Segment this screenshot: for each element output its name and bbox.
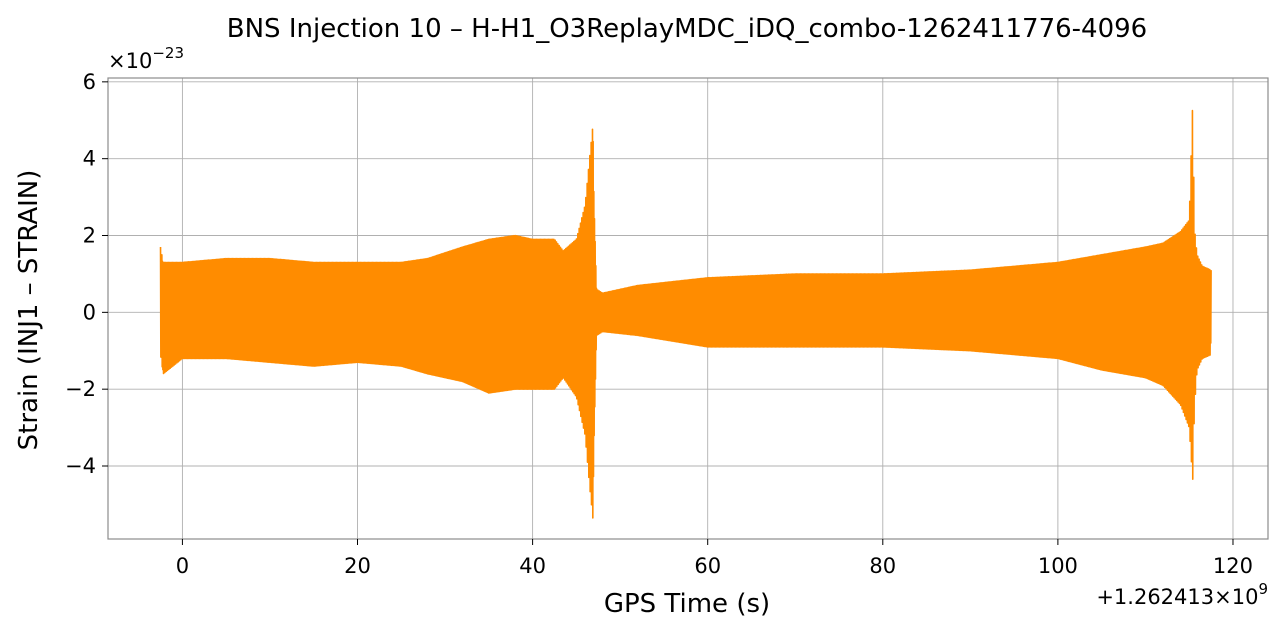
strain-series-line xyxy=(159,109,1212,519)
x-axis-label: GPS Time (s) xyxy=(604,589,770,619)
x-tick-label: 100 xyxy=(1038,554,1078,578)
chart-title: BNS Injection 10 – H-H1_O3ReplayMDC_iDQ_… xyxy=(227,14,1147,44)
x-tick-label: 20 xyxy=(344,554,371,578)
x-tick-label: 120 xyxy=(1213,554,1253,578)
x-offset-exponent: 9 xyxy=(1258,580,1268,598)
x-tick-label: 60 xyxy=(694,554,721,578)
y-tick-label: 2 xyxy=(83,224,96,248)
ticks-layer: 0 20 40 60 80 100 120 −4 −2 0 2 4 6 xyxy=(65,70,1253,578)
y-multiplier-exponent: −23 xyxy=(152,44,184,62)
y-axis-label: Strain (INJ1 – STRAIN) xyxy=(14,170,44,451)
x-tick-label: 40 xyxy=(519,554,546,578)
y-tick-label: 4 xyxy=(83,147,96,171)
plot-frame xyxy=(107,77,1269,540)
x-tick-label: 0 xyxy=(176,554,189,578)
y-multiplier-base: ×10 xyxy=(108,49,152,73)
x-offset-base: +1.262413×10 xyxy=(1096,585,1258,609)
y-multiplier: ×10−23 xyxy=(108,44,184,73)
series-layer xyxy=(159,109,1212,519)
x-offset: +1.262413×109 xyxy=(1096,580,1268,609)
y-tick-label: −4 xyxy=(65,454,96,478)
y-tick-label: 0 xyxy=(83,300,96,324)
x-tick-label: 80 xyxy=(869,554,896,578)
y-tick-label: −2 xyxy=(65,377,96,401)
y-tick-label: 6 xyxy=(83,70,96,94)
